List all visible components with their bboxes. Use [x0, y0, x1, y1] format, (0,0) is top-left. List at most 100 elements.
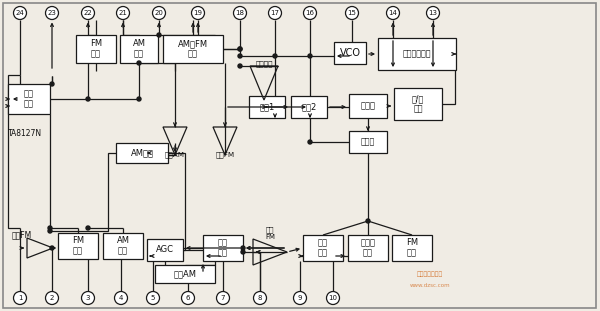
Circle shape: [157, 33, 161, 37]
Text: FM
鉴频: FM 鉴频: [406, 238, 418, 258]
Circle shape: [233, 7, 247, 20]
Circle shape: [366, 219, 370, 223]
Text: 中放
FM: 中放 FM: [265, 226, 275, 240]
Bar: [203, 235, 243, 261]
Text: 16: 16: [305, 10, 314, 16]
Text: 立体声
指示: 立体声 指示: [361, 238, 376, 258]
Bar: [120, 35, 158, 63]
Text: 立体声解调器: 立体声解调器: [403, 49, 431, 58]
Bar: [103, 233, 143, 259]
Text: 14: 14: [389, 10, 397, 16]
Text: 22: 22: [83, 10, 92, 16]
Text: 高放FM: 高放FM: [12, 230, 32, 239]
Circle shape: [82, 291, 95, 304]
Text: 1: 1: [18, 295, 22, 301]
Text: 21: 21: [119, 10, 127, 16]
Text: 20: 20: [155, 10, 163, 16]
Text: 19: 19: [193, 10, 203, 16]
Circle shape: [50, 246, 54, 250]
Text: 9: 9: [298, 295, 302, 301]
Bar: [116, 143, 168, 163]
Text: 调谐
指示: 调谐 指示: [318, 238, 328, 258]
Text: VCO: VCO: [340, 48, 361, 58]
Circle shape: [238, 54, 242, 58]
Text: TA8127N: TA8127N: [8, 129, 42, 138]
Text: 17: 17: [271, 10, 280, 16]
Text: AGC: AGC: [156, 245, 174, 254]
Text: FM
混频: FM 混频: [72, 236, 84, 256]
Text: 高频
放大: 高频 放大: [24, 89, 34, 109]
Circle shape: [82, 7, 95, 20]
Circle shape: [86, 226, 90, 230]
Circle shape: [137, 97, 141, 101]
Circle shape: [269, 7, 281, 20]
Circle shape: [427, 7, 439, 20]
Circle shape: [48, 229, 52, 233]
Bar: [249, 96, 285, 118]
Circle shape: [238, 47, 242, 51]
Bar: [378, 38, 456, 70]
Text: 3: 3: [86, 295, 90, 301]
Circle shape: [326, 291, 340, 304]
Bar: [349, 131, 387, 153]
Text: 放大AM: 放大AM: [165, 151, 185, 158]
Circle shape: [137, 61, 141, 65]
Circle shape: [46, 291, 59, 304]
Circle shape: [152, 7, 166, 20]
Bar: [303, 235, 343, 261]
Circle shape: [304, 7, 317, 20]
Circle shape: [241, 246, 245, 250]
Text: 15: 15: [347, 10, 356, 16]
Circle shape: [48, 226, 52, 230]
Bar: [291, 96, 327, 118]
Circle shape: [217, 291, 229, 304]
Circle shape: [115, 291, 128, 304]
Circle shape: [116, 7, 130, 20]
Text: 电平
检测: 电平 检测: [218, 238, 228, 258]
Circle shape: [386, 7, 400, 20]
Text: 2: 2: [50, 295, 54, 301]
Text: 4: 4: [119, 295, 123, 301]
Text: 10: 10: [329, 295, 337, 301]
Text: www.dzsc.com: www.dzsc.com: [410, 283, 451, 288]
Circle shape: [238, 47, 242, 51]
Circle shape: [308, 54, 312, 58]
Circle shape: [14, 291, 26, 304]
Circle shape: [241, 250, 245, 254]
Text: FM
振荡: FM 振荡: [90, 39, 102, 59]
Text: 中放AM: 中放AM: [173, 270, 197, 278]
Bar: [147, 239, 183, 261]
Text: AM
混频: AM 混频: [116, 236, 130, 256]
Circle shape: [308, 140, 312, 144]
Circle shape: [14, 7, 26, 20]
Bar: [8, 84, 50, 114]
Text: 分频器: 分频器: [361, 137, 375, 146]
Text: 输入放大: 输入放大: [255, 61, 273, 67]
Circle shape: [346, 7, 359, 20]
Text: 单/立
开关: 单/立 开关: [412, 94, 424, 114]
Text: 23: 23: [47, 10, 56, 16]
Bar: [76, 35, 116, 63]
Bar: [394, 88, 442, 120]
Bar: [334, 42, 366, 64]
Circle shape: [86, 97, 90, 101]
Text: 解发器: 解发器: [361, 101, 376, 110]
Text: 8: 8: [258, 295, 262, 301]
Circle shape: [182, 291, 194, 304]
Circle shape: [50, 82, 54, 86]
Bar: [58, 233, 98, 259]
Circle shape: [46, 7, 59, 20]
Text: AM
振荡: AM 振荡: [133, 39, 146, 59]
Text: 24: 24: [16, 10, 25, 16]
Circle shape: [191, 7, 205, 20]
Circle shape: [146, 291, 160, 304]
Circle shape: [254, 291, 266, 304]
Circle shape: [238, 64, 242, 68]
Bar: [155, 265, 215, 283]
Bar: [349, 94, 387, 118]
Circle shape: [273, 54, 277, 58]
Bar: [348, 235, 388, 261]
Text: 6: 6: [186, 295, 190, 301]
Text: 放大FM: 放大FM: [215, 151, 235, 158]
Text: AM检波: AM检波: [131, 148, 154, 157]
